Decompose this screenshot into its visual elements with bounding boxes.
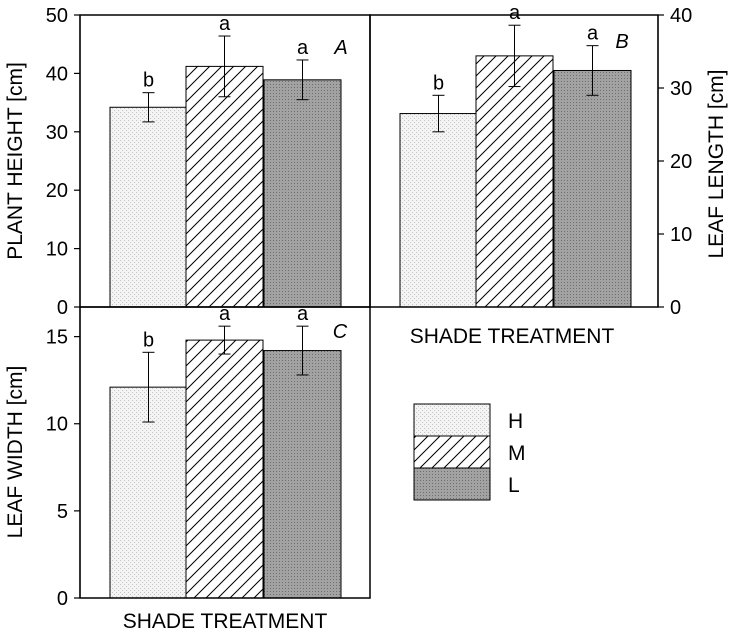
y-tick-label: 20	[46, 180, 68, 202]
panel-letter: A	[333, 37, 347, 59]
y-tick-label: 40	[46, 63, 68, 85]
panel-a: b a a 0 10 20 30 40 50 PLANT HEIGHT [cm] A	[4, 5, 371, 319]
significance-letter: a	[509, 2, 521, 24]
bar-l	[553, 69, 632, 308]
significance-letter: a	[297, 37, 309, 59]
panel-b: b a a 0 10 20 30 40 LEAF LENGTH [cm] SHADE TREATM…	[369, 2, 728, 348]
bar-h	[109, 106, 188, 308]
error-bar	[142, 351, 155, 423]
y-axis-title: LEAF WIDTH [cm]	[4, 366, 27, 539]
significance-letter: a	[219, 13, 231, 35]
bar-l	[263, 79, 342, 308]
y-tick-label: 10	[670, 224, 692, 246]
x-axis-title: SHADE TREATMENT	[123, 610, 328, 633]
legend-swatch-h	[413, 403, 491, 437]
legend-label-h: H	[508, 410, 523, 433]
bar-m	[185, 339, 264, 599]
y-tick-label: 20	[670, 151, 692, 173]
legend-swatch-m	[413, 435, 491, 469]
y-tick-label: 10	[46, 239, 68, 261]
legend-swatch-l	[413, 467, 491, 501]
panel-frame	[369, 14, 659, 308]
error-bar	[508, 24, 521, 88]
error-bar	[142, 92, 155, 123]
legend: HML	[413, 403, 526, 501]
y-tick-label: 50	[46, 5, 68, 27]
y-tick-label: 5	[57, 501, 68, 523]
error-bar	[218, 35, 231, 98]
y-axis-title: PLANT HEIGHT [cm]	[4, 62, 27, 260]
error-bar	[296, 59, 309, 101]
panel-frame	[79, 306, 371, 599]
bar-h	[399, 113, 478, 308]
panel-letter: B	[615, 31, 628, 53]
x-axis-title: SHADE TREATMENT	[410, 325, 615, 348]
error-bar	[586, 45, 599, 96]
significance-letter: a	[587, 23, 599, 45]
y-tick-label: 30	[670, 78, 692, 100]
y-tick-label: 10	[46, 414, 68, 436]
significance-letter: b	[143, 329, 154, 351]
bar-m	[185, 65, 264, 308]
significance-letter: b	[433, 72, 444, 94]
error-bar	[218, 325, 231, 355]
y-tick-label: 30	[46, 122, 68, 144]
y-tick-label: 0	[670, 297, 681, 319]
panel-c: b a a 0 5 10 15 LEAF WIDTH [cm] SHADE TREATMENT C	[4, 303, 371, 633]
error-bar	[296, 325, 309, 376]
panel-letter: C	[333, 321, 348, 343]
error-bar	[432, 94, 445, 133]
legend-label-m: M	[508, 442, 526, 465]
significance-letter: a	[219, 303, 231, 325]
significance-letter: a	[297, 303, 309, 325]
y-axis-title: LEAF LENGTH [cm]	[705, 69, 728, 258]
y-tick-label: 15	[46, 327, 68, 349]
y-tick-label: 0	[57, 588, 68, 610]
y-tick-label: 40	[670, 5, 692, 27]
significance-letter: b	[143, 70, 154, 92]
bar-l	[263, 350, 342, 599]
bar-m	[475, 55, 554, 308]
y-tick-label: 0	[57, 297, 68, 319]
legend-label-l: L	[508, 474, 520, 497]
